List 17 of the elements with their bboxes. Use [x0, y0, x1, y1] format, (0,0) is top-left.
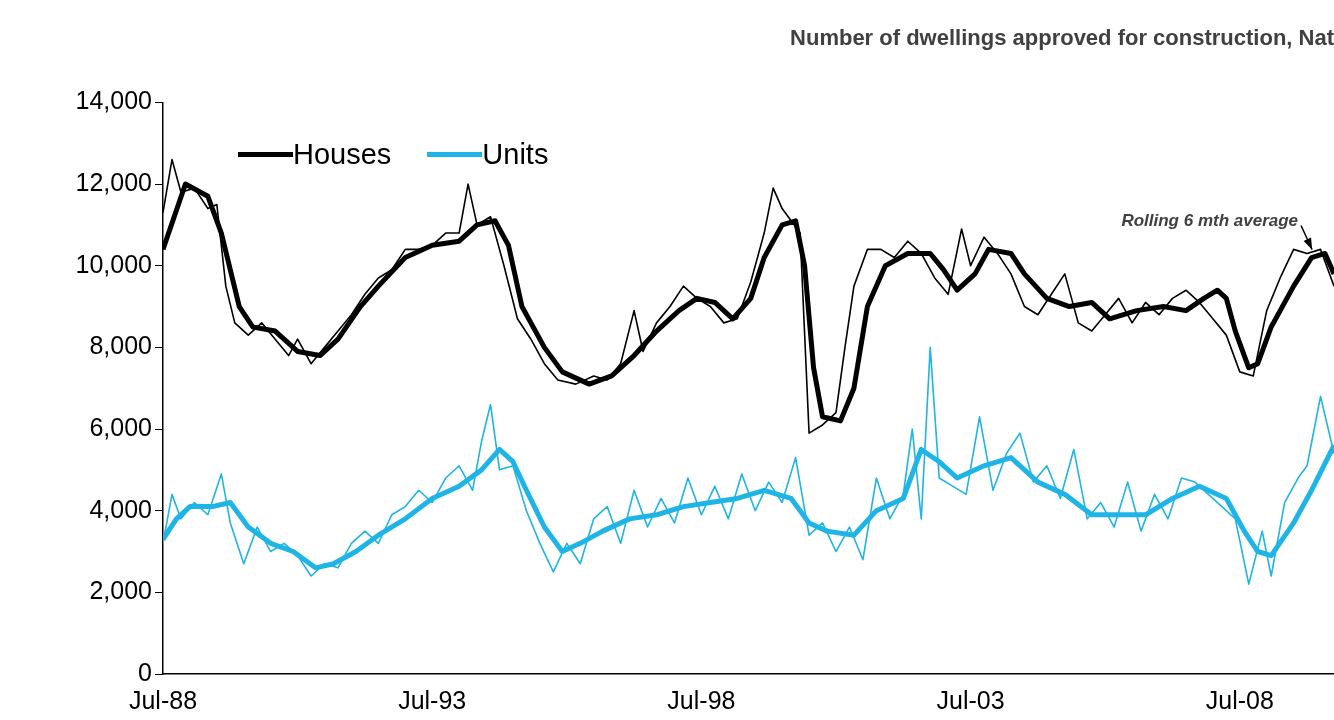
x-tick-label: Jul-88: [128, 685, 198, 714]
y-tick-label: 10,000: [75, 249, 152, 278]
x-tick-label: Jul-93: [398, 685, 467, 714]
y-tick-label: 8,000: [89, 331, 152, 360]
y-tick-label: 14,000: [75, 86, 152, 115]
legend-label: Units: [482, 138, 549, 171]
y-tick-label: 6,000: [89, 412, 152, 441]
x-tick-label: Jul-98: [667, 685, 736, 714]
x-tick-label: Jul-03: [936, 685, 1005, 714]
y-tick-label: 12,000: [75, 167, 152, 196]
chart-title: Number of dwellings approved for construction, Nat: [790, 25, 1334, 51]
x-tick-label: Jul-08: [1205, 685, 1274, 714]
legend-label: Houses: [293, 138, 392, 171]
y-tick-label: 4,000: [89, 494, 152, 523]
y-tick-label: 2,000: [89, 576, 152, 605]
y-tick-label: 0: [138, 657, 152, 686]
annotation: Rolling 6 mth average: [1121, 211, 1299, 231]
